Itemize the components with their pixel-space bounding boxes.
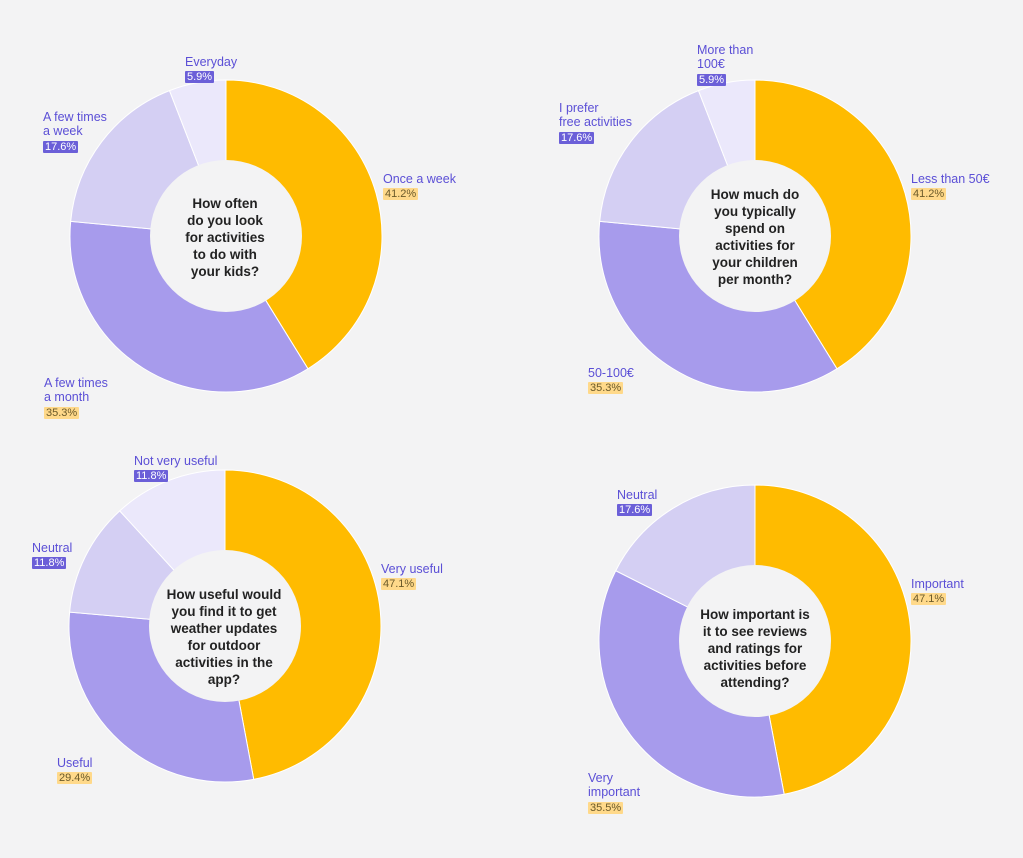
chart-1-label-once-a-week: Once a week 41.2% [383, 171, 456, 200]
chart-3-label-not-very-useful: Not very useful 11.8% [134, 453, 218, 482]
chart-3-label-neutral: Neutral 11.8% [32, 540, 73, 569]
chart-2-label-50-100: 50-100€ 35.3% [588, 365, 634, 394]
chart-3-label-useful: Useful 29.4% [57, 755, 93, 784]
chart-1-title: How often do you look for activities to … [185, 196, 265, 279]
chart-2-title: How much do you typically spend on activ… [710, 187, 800, 287]
chart-1-label-everyday: Everyday 5.9% [185, 54, 238, 83]
chart-2-label-more-than-100: More than 100€ 5.9% [697, 42, 754, 86]
chart-4-slice-2 [598, 570, 785, 798]
chart-1-donut-hole [150, 160, 302, 312]
chart-4-label-very-important: Very important 35.5% [588, 770, 641, 814]
chart-1-slice-2 [69, 220, 309, 393]
chart-4-donut-hole [679, 565, 831, 717]
chart-1-label-few-times-month: A few times a month 35.3% [44, 375, 108, 419]
chart-4-slice-1 [754, 484, 912, 795]
chart-3-donut-hole [149, 550, 301, 702]
chart-3-slice-1 [224, 469, 382, 780]
chart-4-title: How important is it to see reviews and r… [700, 607, 810, 690]
chart-4-label-important: Important 47.1% [911, 576, 964, 605]
chart-2-donut-hole [679, 160, 831, 312]
chart-2-label-free-activities: I prefer free activities 17.6% [559, 100, 632, 144]
chart-3-title: How useful would you find it to get weat… [166, 587, 282, 687]
chart-1-label-few-times-week: A few times a week 17.6% [43, 109, 107, 153]
chart-2-label-less-than-50: Less than 50€ 41.2% [911, 171, 990, 200]
chart-3-label-very-useful: Very useful 47.1% [381, 561, 443, 590]
chart-2-slice-2 [598, 220, 838, 393]
chart-4-label-neutral: Neutral 17.6% [617, 487, 658, 516]
